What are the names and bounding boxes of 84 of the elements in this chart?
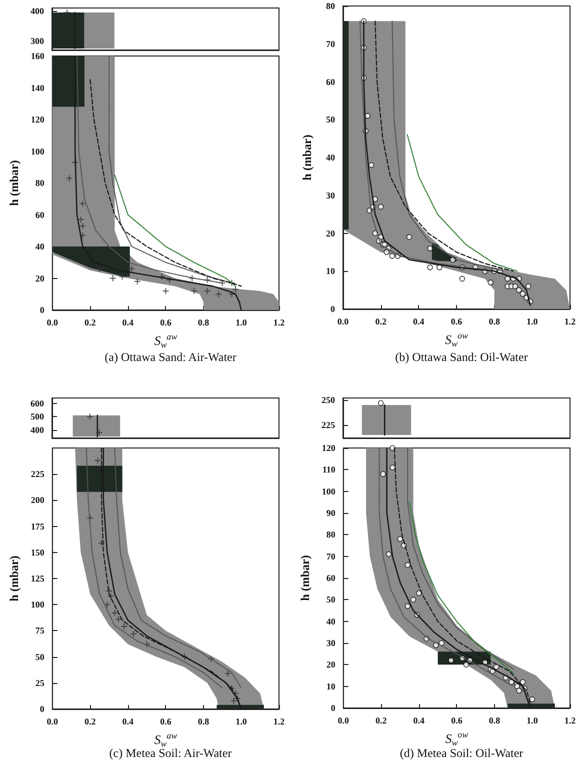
y-tick-label: 0: [40, 704, 45, 714]
y-tick-label: 30: [326, 190, 336, 200]
y-tick-label: 500: [30, 412, 44, 422]
x-tick-label: 0.0: [338, 716, 350, 726]
y-tick-label: 60: [35, 210, 45, 220]
y-tick-label: 150: [30, 547, 45, 558]
text: (a) Ottawa Sand: Air-Water: [104, 350, 236, 364]
x-tick-label: 0.4: [413, 716, 426, 726]
y-axis-title: h (mbar): [300, 134, 314, 180]
x-tick-label: 0.2: [376, 716, 388, 726]
y-tick-label: 100: [30, 600, 45, 610]
y-axis-title: h (mbar): [298, 555, 312, 601]
y-tick-label: 60: [326, 573, 336, 583]
y-tick-label: 120: [30, 114, 45, 124]
text: (d) Metea Soil: Oil-Water: [400, 746, 524, 760]
y-tick-label: 10: [326, 266, 336, 276]
y-tick-label: 400: [30, 6, 44, 16]
y-tick-label: 20: [326, 228, 336, 238]
y-tick-label: 250: [322, 395, 336, 405]
y-tick-label: 25: [35, 678, 45, 688]
y-tick-label: 125: [30, 574, 45, 584]
x-tick-label: 0.8: [488, 316, 500, 326]
y-tick-label: 80: [326, 530, 336, 540]
x-tick-label: 1.0: [526, 316, 538, 326]
x-tick-label: 0.4: [122, 716, 134, 726]
y-tick-label: 10: [326, 681, 336, 692]
x-tick-label: 0.4: [122, 318, 134, 328]
x-tick-label: 0.2: [84, 318, 96, 328]
y-tick-label: 300: [30, 36, 44, 46]
y-tick-label: 40: [326, 616, 336, 626]
y-tick-label: 225: [322, 420, 336, 430]
y-tick-label: 50: [326, 114, 336, 125]
y-tick-label: 20: [35, 273, 45, 284]
y-tick-label: 400: [30, 425, 44, 435]
x-tick-label: 0.0: [337, 316, 350, 326]
x-tick-label: 1.0: [526, 716, 538, 726]
y-tick-label: 225: [30, 469, 45, 480]
text: (b) Ottawa Sand: Oil-Water: [395, 350, 528, 364]
y-tick-label: 100: [30, 146, 45, 156]
x-tick-label: 1.0: [236, 716, 248, 726]
y-tick-label: 40: [35, 242, 45, 252]
y-tick-label: 80: [35, 178, 45, 188]
y-tick-label: 120: [322, 443, 336, 453]
y-axis-title: h (mbar): [7, 160, 21, 206]
y-tick-label: 160: [30, 51, 45, 61]
x-tick-label: 0.6: [160, 716, 172, 726]
y-tick-label: 75: [35, 626, 45, 636]
x-tick-label: 1.2: [564, 716, 576, 726]
x-tick-label: 1.0: [236, 318, 248, 328]
y-tick-label: 110: [322, 464, 336, 475]
y-tick-label: 200: [30, 495, 45, 506]
y-tick-label: 140: [30, 82, 45, 93]
x-tick-label: 0.8: [488, 716, 501, 726]
y-tick-label: 60: [326, 76, 336, 87]
x-tick-label: 0.6: [160, 318, 172, 328]
y-tick-label: 50: [35, 652, 45, 662]
x-tick-label: 1.2: [273, 318, 286, 328]
x-tick-label: 1.2: [273, 716, 286, 726]
x-tick-label: 0.0: [46, 318, 59, 328]
y-tick-label: 70: [326, 551, 336, 562]
y-tick-label: 20: [326, 660, 336, 670]
y-axis-title: h (mbar): [7, 556, 21, 602]
x-tick-label: 0.4: [413, 316, 425, 326]
x-tick-label: 0.2: [375, 316, 387, 326]
y-tick-label: 80: [326, 1, 336, 11]
y-tick-label: 600: [30, 398, 44, 408]
y-tick-label: 100: [322, 486, 336, 496]
x-tick-label: 0.6: [451, 716, 463, 726]
y-tick-label: 40: [326, 152, 336, 162]
y-tick-label: 0: [330, 703, 336, 713]
y-tick-label: 50: [326, 594, 336, 605]
y-tick-label: 0: [330, 304, 336, 314]
y-tick-label: 0: [40, 305, 45, 315]
x-tick-label: 1.2: [564, 316, 576, 326]
x-tick-label: 0.6: [450, 316, 463, 326]
y-tick-label: 30: [326, 638, 336, 648]
y-tick-label: 90: [326, 508, 336, 518]
text: (c) Metea Soil: Air-Water: [109, 746, 232, 760]
y-tick-label: 175: [30, 521, 45, 532]
x-tick-label: 0.2: [84, 716, 96, 726]
x-tick-label: 0.0: [46, 716, 59, 726]
y-tick-label: 70: [326, 38, 336, 49]
x-tick-label: 0.8: [198, 716, 210, 726]
x-tick-label: 0.8: [198, 318, 210, 328]
